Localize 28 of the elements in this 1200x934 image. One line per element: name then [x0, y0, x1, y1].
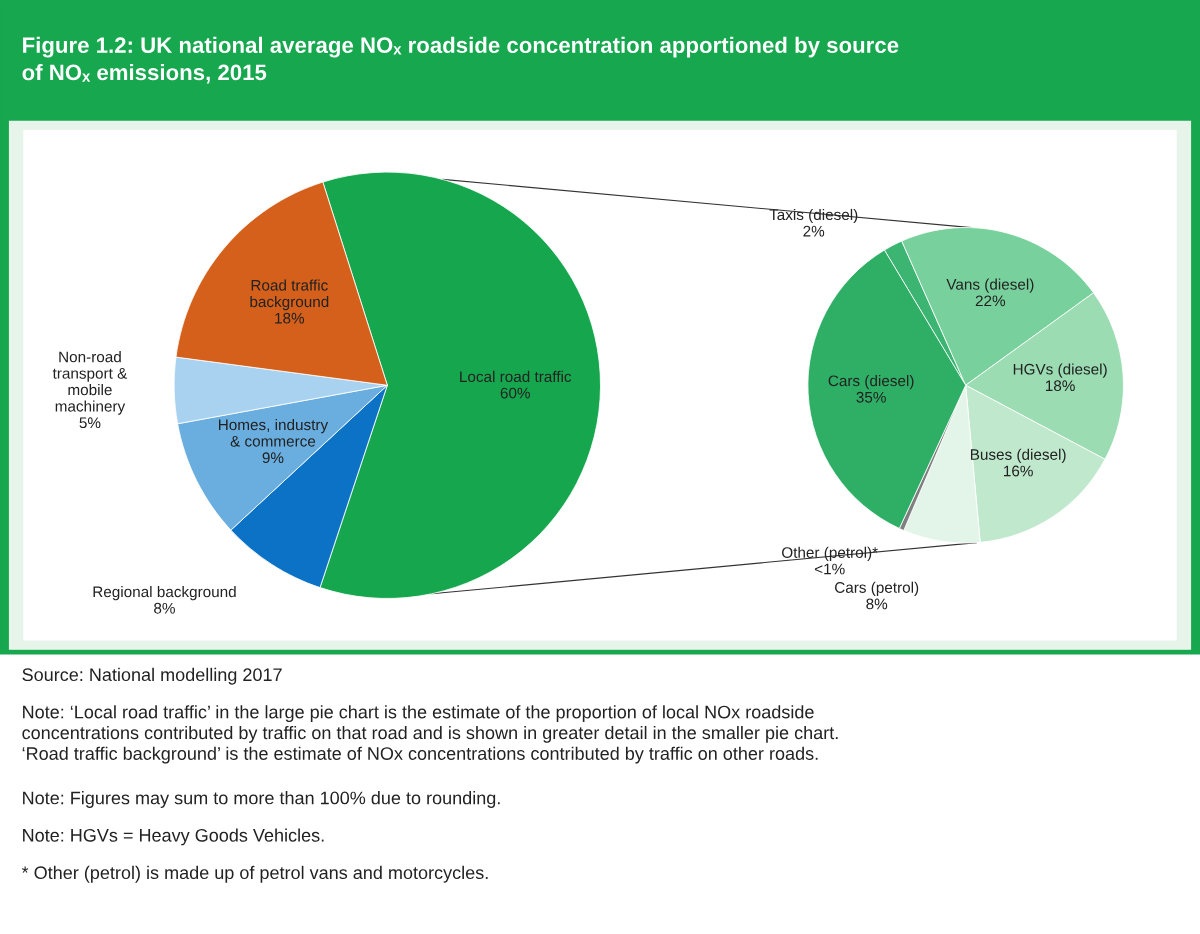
data-label: 8% [154, 602, 175, 614]
slice-label: Non-road transport & mobile machinery [52, 351, 128, 415]
data-label: <1% [814, 563, 845, 575]
text: Note: ‘Local road traffic’ in the large pie chart is the estimate of the proportion of local NOx roadside concentrations contributed by traffic on that road and is shown in greater detail in the smaller pie chart. ‘Road traffic background’ is the estimate of NOx concentrations contributed by traffic on other roads. [22, 705, 838, 764]
slice-label: Cars (petrol) [835, 581, 919, 596]
data-label: 18% [275, 312, 305, 324]
slice-label: Homes, industry & commerce [219, 418, 329, 447]
data-label: 8% [866, 598, 888, 610]
slice-label: Buses (diesel) [970, 448, 1066, 463]
slice-label: Regional background [93, 585, 236, 601]
data-label: 9% [262, 452, 284, 464]
slice-label: Vans (diesel) [946, 278, 1034, 293]
slice-label: Cars (diesel) [828, 374, 914, 390]
data-label: 35% [856, 391, 886, 403]
slice-label: Local road traffic [460, 370, 572, 383]
chart-title: Figure 1.2: UK national average NOₓ roadside concentration apportioned by source of NOₓ emissions, 2015 [22, 36, 899, 84]
slice-label: Road traffic background [250, 279, 329, 311]
text: Note: Figures may sum to more than 100% due to rounding. [23, 791, 500, 808]
slice-label: HGVs (diesel) [1013, 363, 1107, 378]
data-label: 60% [500, 387, 530, 399]
data-label: 22% [975, 295, 1006, 307]
data-label: 16% [1004, 465, 1033, 477]
data-label: 5% [79, 417, 101, 429]
text: Note: HGVs = Heavy Goods Vehicles. [23, 828, 324, 846]
data-label: 18% [1045, 380, 1075, 392]
text: * Other (petrol) is made up of petrol vans and motorcycles. [21, 865, 488, 883]
data-label: 2% [803, 225, 825, 237]
source-note: Source: National modelling 2017 [22, 667, 282, 685]
